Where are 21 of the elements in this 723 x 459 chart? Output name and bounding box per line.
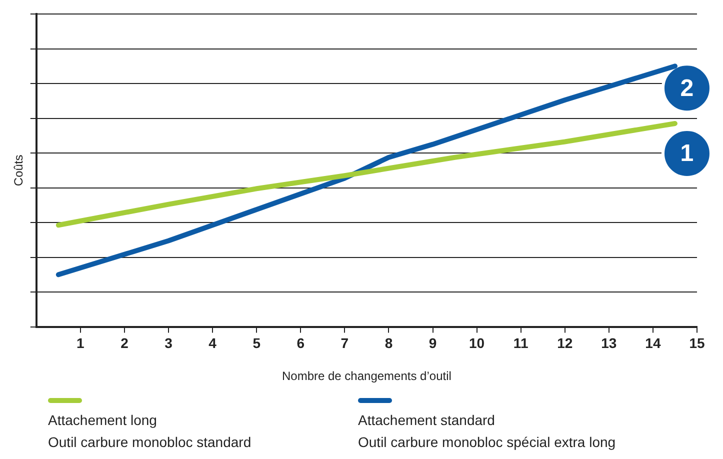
x-tick-label: 14 xyxy=(645,335,661,352)
x-tick-label: 9 xyxy=(428,335,437,352)
legend-label: Attachement standard Outil carbure monobloc spécial extra long xyxy=(358,411,617,452)
x-tick-label: 3 xyxy=(164,335,173,352)
x-tick-label: 1 xyxy=(76,335,85,352)
annotation: 2 xyxy=(680,74,694,102)
y-axis-title: Coûts xyxy=(12,154,26,186)
x-tick-label: 2 xyxy=(120,335,129,352)
x-tick-label: 13 xyxy=(601,335,617,352)
legend-label: Attachement long Outil carbure monobloc standard xyxy=(48,411,252,452)
x-tick-label: 7 xyxy=(340,335,349,352)
x-tick-label: 8 xyxy=(384,335,393,352)
x-tick-label: 15 xyxy=(689,335,705,352)
x-tick-label: 4 xyxy=(208,335,217,352)
x-tick-label: 11 xyxy=(513,335,528,352)
x-tick-label: 5 xyxy=(252,335,261,352)
annotation: 1 xyxy=(680,140,694,168)
x-tick-label: 12 xyxy=(557,335,573,352)
x-tick-label: 6 xyxy=(296,335,305,352)
x-axis-title: Nombre de changements d’outil xyxy=(282,369,452,384)
x-tick-label: 10 xyxy=(469,335,485,352)
